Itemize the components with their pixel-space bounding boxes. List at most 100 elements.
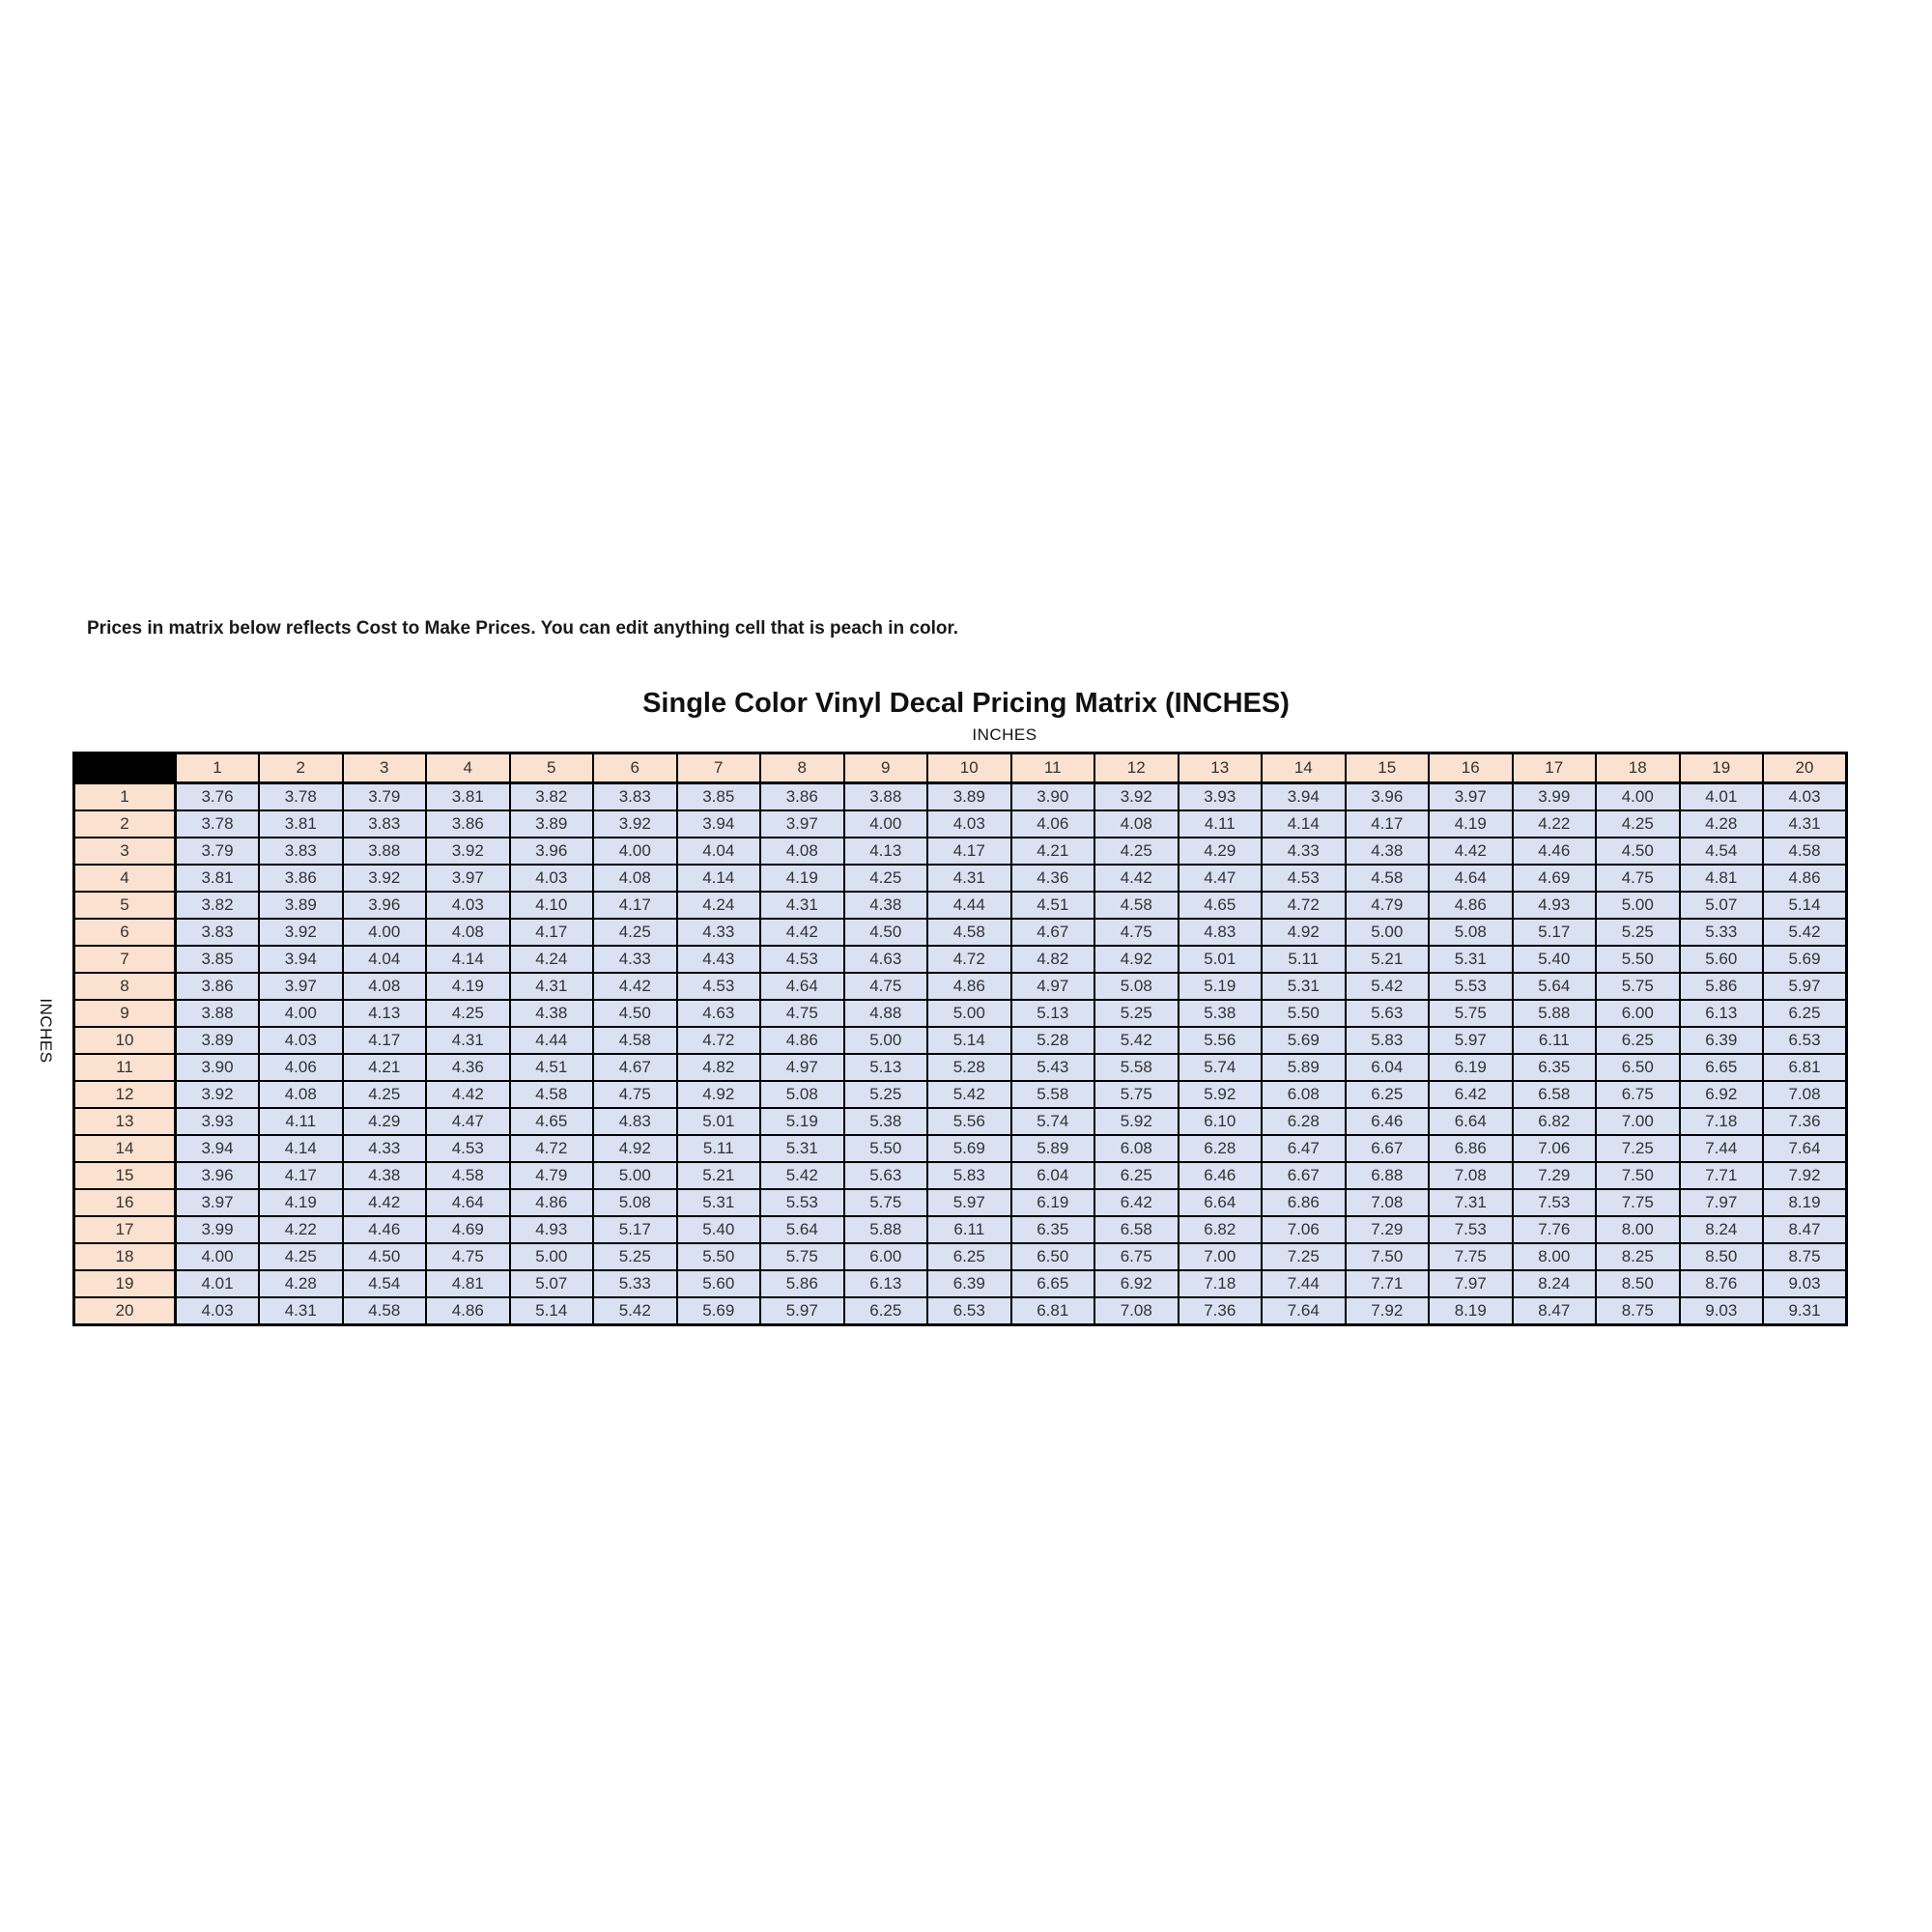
row-header-cell[interactable]: 9 — [72, 999, 177, 1028]
row-header-cell[interactable]: 19 — [72, 1269, 177, 1298]
price-cell: 6.25 — [1094, 1161, 1179, 1190]
col-header-cell[interactable]: 13 — [1177, 752, 1263, 784]
price-cell: 6.42 — [1428, 1080, 1514, 1109]
price-cell: 4.25 — [842, 864, 928, 893]
price-cell: 4.72 — [675, 1026, 761, 1055]
price-cell: 5.92 — [1177, 1080, 1263, 1109]
row-header-cell[interactable]: 10 — [72, 1026, 177, 1055]
price-cell: 3.78 — [258, 781, 344, 811]
price-cell: 3.79 — [341, 781, 427, 811]
col-header-cell[interactable]: 12 — [1094, 752, 1179, 784]
price-cell: 5.25 — [592, 1242, 678, 1271]
col-header-cell[interactable]: 10 — [926, 752, 1012, 784]
col-header-cell[interactable]: 15 — [1344, 752, 1430, 784]
price-cell: 4.03 — [425, 891, 511, 920]
row-header-cell[interactable]: 14 — [72, 1134, 177, 1163]
price-cell: 4.93 — [1511, 891, 1597, 920]
price-cell: 4.67 — [592, 1053, 678, 1082]
price-cell: 5.88 — [842, 1215, 928, 1244]
col-header-cell[interactable]: 16 — [1428, 752, 1514, 784]
row-header-cell[interactable]: 6 — [72, 918, 177, 947]
col-header-cell[interactable]: 6 — [592, 752, 678, 784]
price-cell: 6.81 — [1009, 1296, 1095, 1326]
matrix-row: 16 3.97 4.19 4.42 4.64 4.86 5.08 5.31 5.53 5.75 5.… — [72, 1188, 1848, 1217]
col-header-cell[interactable]: 8 — [759, 752, 845, 784]
row-header-cell[interactable]: 18 — [72, 1242, 177, 1271]
col-header-cell[interactable]: 20 — [1762, 752, 1848, 784]
row-header-cell[interactable]: 7 — [72, 945, 177, 974]
price-cell: 4.08 — [341, 972, 427, 1001]
row-header-cell[interactable]: 12 — [72, 1080, 177, 1109]
price-cell: 4.42 — [1094, 864, 1179, 893]
inches-top-axis-label: INCHES — [972, 725, 1037, 744]
price-cell: 3.78 — [174, 810, 260, 838]
col-header-cell[interactable]: 1 — [174, 752, 260, 784]
price-cell: 7.06 — [1511, 1134, 1597, 1163]
price-cell: 7.50 — [1344, 1242, 1430, 1271]
price-cell: 7.97 — [1678, 1188, 1764, 1217]
price-cell: 3.88 — [341, 837, 427, 866]
row-header-cell[interactable]: 11 — [72, 1053, 177, 1082]
row-header-cell[interactable]: 2 — [72, 810, 177, 838]
price-cell: 6.19 — [1009, 1188, 1095, 1217]
price-cell: 6.82 — [1511, 1107, 1597, 1136]
price-cell: 7.75 — [1595, 1188, 1681, 1217]
col-header-cell[interactable]: 9 — [842, 752, 928, 784]
price-cell: 7.08 — [1094, 1296, 1179, 1326]
price-cell: 5.86 — [759, 1269, 845, 1298]
col-header-cell[interactable]: 2 — [258, 752, 344, 784]
price-cell: 7.71 — [1678, 1161, 1764, 1190]
price-cell: 3.86 — [425, 810, 511, 838]
price-cell: 4.31 — [258, 1296, 344, 1326]
row-header-cell[interactable]: 5 — [72, 891, 177, 920]
price-cell: 4.67 — [1009, 918, 1095, 947]
price-cell: 5.50 — [1595, 945, 1681, 974]
price-cell: 4.83 — [592, 1107, 678, 1136]
price-cell: 4.31 — [508, 972, 594, 1001]
col-header-cell[interactable]: 18 — [1595, 752, 1681, 784]
price-cell: 5.14 — [1762, 891, 1848, 920]
price-cell: 4.97 — [1009, 972, 1095, 1001]
col-header-cell[interactable]: 7 — [675, 752, 761, 784]
price-cell: 3.97 — [1428, 781, 1514, 811]
price-cell: 4.28 — [258, 1269, 344, 1298]
col-header-cell[interactable]: 3 — [341, 752, 427, 784]
price-cell: 3.96 — [1344, 781, 1430, 811]
price-cell: 4.08 — [425, 918, 511, 947]
price-cell: 6.04 — [1009, 1161, 1095, 1190]
price-cell: 5.40 — [675, 1215, 761, 1244]
col-header-cell[interactable]: 17 — [1511, 752, 1597, 784]
col-header-cell[interactable]: 5 — [508, 752, 594, 784]
price-cell: 4.53 — [759, 945, 845, 974]
price-cell: 4.03 — [926, 810, 1012, 838]
price-cell: 3.83 — [258, 837, 344, 866]
price-cell: 4.86 — [508, 1188, 594, 1217]
matrix-row: 4 3.81 3.86 3.92 3.97 4.03 4.08 4.14 4.19 4.25 4.3… — [72, 864, 1848, 893]
col-header-cell[interactable]: 4 — [425, 752, 511, 784]
price-cell: 6.50 — [1009, 1242, 1095, 1271]
row-header-cell[interactable]: 3 — [72, 837, 177, 866]
price-cell: 3.89 — [258, 891, 344, 920]
price-cell: 3.88 — [842, 781, 928, 811]
row-header-cell[interactable]: 15 — [72, 1161, 177, 1190]
matrix-row: 7 3.85 3.94 4.04 4.14 4.24 4.33 4.43 4.53 4.63 4.7… — [72, 945, 1848, 974]
price-cell: 4.63 — [675, 999, 761, 1028]
col-header-cell[interactable]: 19 — [1678, 752, 1764, 784]
price-cell: 4.58 — [341, 1296, 427, 1326]
row-header-cell[interactable]: 4 — [72, 864, 177, 893]
row-header-cell[interactable]: 1 — [72, 781, 177, 811]
price-cell: 4.75 — [1595, 864, 1681, 893]
price-cell: 4.53 — [1261, 864, 1347, 893]
row-header-cell[interactable]: 16 — [72, 1188, 177, 1217]
price-cell: 3.92 — [174, 1080, 260, 1109]
row-header-cell[interactable]: 20 — [72, 1296, 177, 1326]
col-header-cell[interactable]: 14 — [1261, 752, 1347, 784]
row-header-cell[interactable]: 17 — [72, 1215, 177, 1244]
price-cell: 7.00 — [1595, 1107, 1681, 1136]
col-header-cell[interactable]: 11 — [1009, 752, 1095, 784]
price-cell: 4.14 — [425, 945, 511, 974]
row-header-cell[interactable]: 8 — [72, 972, 177, 1001]
price-cell: 5.00 — [1595, 891, 1681, 920]
row-header-cell[interactable]: 13 — [72, 1107, 177, 1136]
price-cell: 7.92 — [1344, 1296, 1430, 1326]
